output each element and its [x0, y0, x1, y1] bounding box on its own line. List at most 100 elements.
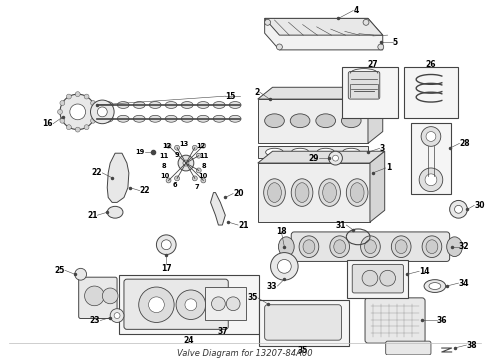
Ellipse shape	[395, 240, 407, 253]
Ellipse shape	[334, 240, 345, 253]
Circle shape	[193, 145, 197, 150]
Text: 7: 7	[195, 184, 199, 190]
Circle shape	[426, 131, 436, 141]
Circle shape	[419, 168, 443, 192]
Polygon shape	[258, 151, 385, 163]
Text: 35: 35	[298, 346, 308, 355]
Text: 5: 5	[392, 37, 398, 46]
Ellipse shape	[117, 115, 129, 122]
Text: 10: 10	[198, 173, 207, 179]
Text: 35: 35	[247, 293, 258, 302]
Ellipse shape	[290, 114, 310, 128]
Circle shape	[84, 94, 89, 99]
Ellipse shape	[330, 236, 349, 257]
Ellipse shape	[117, 102, 129, 108]
Text: 32: 32	[459, 242, 469, 251]
Circle shape	[265, 19, 270, 25]
Ellipse shape	[265, 114, 284, 128]
Polygon shape	[265, 18, 383, 50]
Ellipse shape	[424, 280, 446, 292]
Circle shape	[174, 176, 179, 181]
Ellipse shape	[149, 102, 161, 108]
Circle shape	[380, 270, 395, 286]
Text: 34: 34	[459, 279, 469, 288]
Text: 18: 18	[276, 228, 287, 237]
Circle shape	[183, 160, 189, 166]
Polygon shape	[258, 146, 368, 158]
Ellipse shape	[268, 183, 281, 202]
Text: 10: 10	[161, 173, 170, 179]
Text: 8: 8	[201, 163, 206, 169]
Ellipse shape	[197, 102, 209, 108]
Text: 17: 17	[161, 264, 171, 273]
Circle shape	[193, 176, 197, 181]
Text: 37: 37	[217, 327, 228, 336]
Text: 38: 38	[466, 341, 477, 350]
FancyBboxPatch shape	[265, 305, 342, 340]
Ellipse shape	[392, 236, 411, 257]
Ellipse shape	[264, 179, 285, 206]
FancyBboxPatch shape	[386, 341, 431, 355]
Circle shape	[102, 288, 118, 304]
Ellipse shape	[291, 148, 309, 156]
Text: 22: 22	[92, 168, 102, 177]
FancyBboxPatch shape	[124, 279, 228, 329]
FancyBboxPatch shape	[348, 72, 380, 99]
Circle shape	[212, 297, 225, 311]
Circle shape	[185, 299, 197, 311]
FancyBboxPatch shape	[79, 277, 117, 319]
Text: 22: 22	[140, 186, 150, 195]
Text: Valve Diagram for 13207-84A00: Valve Diagram for 13207-84A00	[177, 349, 313, 358]
FancyBboxPatch shape	[365, 298, 425, 343]
Text: 30: 30	[474, 201, 485, 210]
Circle shape	[176, 290, 206, 320]
Ellipse shape	[342, 114, 361, 128]
Polygon shape	[368, 87, 383, 143]
Circle shape	[329, 151, 343, 165]
Ellipse shape	[266, 148, 283, 156]
Circle shape	[91, 118, 96, 123]
Ellipse shape	[361, 236, 380, 257]
Text: 29: 29	[308, 154, 319, 163]
Circle shape	[276, 44, 282, 50]
FancyBboxPatch shape	[119, 275, 259, 334]
Ellipse shape	[213, 115, 225, 122]
FancyBboxPatch shape	[205, 287, 246, 320]
FancyBboxPatch shape	[343, 67, 398, 118]
Circle shape	[178, 155, 194, 171]
Text: 2: 2	[254, 88, 260, 97]
Text: 13: 13	[179, 141, 189, 147]
Ellipse shape	[133, 102, 145, 108]
Text: 23: 23	[90, 316, 100, 325]
Circle shape	[196, 168, 201, 173]
Text: 6: 6	[173, 182, 177, 188]
Circle shape	[362, 270, 378, 286]
Text: 36: 36	[437, 316, 447, 325]
Text: 3: 3	[380, 144, 385, 153]
Text: 20: 20	[233, 189, 244, 198]
Ellipse shape	[107, 206, 123, 218]
Circle shape	[196, 153, 201, 158]
Ellipse shape	[429, 283, 441, 289]
Text: 11: 11	[199, 153, 208, 159]
Text: 12: 12	[196, 143, 205, 149]
Circle shape	[425, 174, 437, 186]
Circle shape	[66, 125, 72, 130]
Circle shape	[174, 145, 179, 150]
Circle shape	[161, 240, 171, 249]
Circle shape	[110, 309, 124, 323]
Circle shape	[75, 127, 80, 132]
Text: 27: 27	[368, 60, 378, 69]
Circle shape	[114, 312, 120, 319]
Circle shape	[226, 297, 240, 311]
Ellipse shape	[229, 115, 241, 122]
Circle shape	[70, 104, 86, 120]
Text: 25: 25	[54, 266, 65, 275]
Circle shape	[166, 178, 171, 183]
FancyBboxPatch shape	[411, 123, 451, 194]
Circle shape	[60, 94, 96, 130]
Circle shape	[75, 268, 87, 280]
Ellipse shape	[346, 179, 368, 206]
Polygon shape	[258, 99, 368, 143]
Ellipse shape	[149, 115, 161, 122]
